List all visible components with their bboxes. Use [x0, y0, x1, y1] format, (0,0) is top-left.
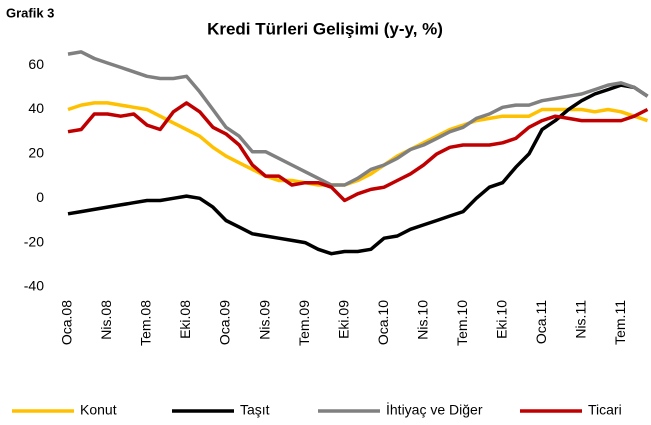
- legend-label: İhtiyaç ve Diğer: [386, 401, 483, 418]
- chart-label: Grafik 3: [6, 5, 54, 20]
- x-tick-label: Oca.09: [217, 300, 233, 345]
- x-tick-label: Eki.08: [177, 300, 193, 339]
- x-tick-label: Eki.09: [335, 300, 351, 339]
- series-line: [67, 101, 649, 203]
- x-tick-label: Oca.11: [533, 300, 549, 344]
- legend-label: Ticari: [588, 402, 622, 418]
- legend-label: Konut: [80, 402, 117, 418]
- x-tick-label: Oca.10: [375, 300, 391, 345]
- x-tick-label: Oca.08: [59, 300, 75, 345]
- y-tick-label: 20: [28, 145, 44, 161]
- chart-title: Kredi Türleri Gelişimi (y-y, %): [207, 19, 443, 38]
- x-tick-label: Tem.10: [454, 300, 470, 346]
- x-tick-label: Eki.10: [493, 300, 509, 339]
- y-tick-label: -40: [24, 278, 44, 294]
- y-tick-label: -20: [24, 233, 44, 249]
- series-line: [67, 101, 649, 187]
- x-tick-label: Tem.09: [296, 300, 312, 346]
- x-tick-label: Nis.11: [572, 300, 588, 339]
- series-line: [67, 83, 649, 256]
- y-tick-label: 40: [28, 100, 44, 116]
- series-line: [67, 50, 649, 187]
- legend-label: Taşıt: [240, 402, 270, 418]
- x-tick-label: Nis.08: [98, 300, 114, 340]
- y-tick-label: 0: [36, 189, 44, 205]
- y-tick-label: 60: [28, 56, 44, 72]
- x-tick-label: Nis.09: [256, 300, 272, 340]
- x-tick-label: Tem.11: [612, 300, 628, 345]
- x-tick-label: Tem.08: [138, 300, 154, 346]
- x-tick-label: Nis.10: [414, 300, 430, 340]
